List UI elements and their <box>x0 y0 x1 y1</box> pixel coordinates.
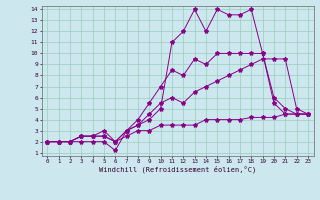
X-axis label: Windchill (Refroidissement éolien,°C): Windchill (Refroidissement éolien,°C) <box>99 166 256 173</box>
